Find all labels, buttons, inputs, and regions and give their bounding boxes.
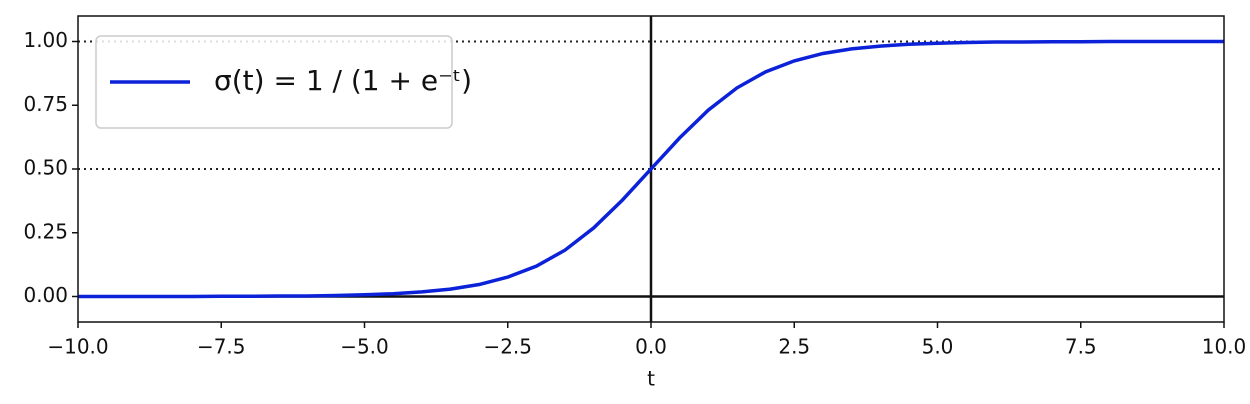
x-axis-label: t — [647, 367, 655, 391]
x-tick-label: 2.5 — [778, 335, 810, 359]
x-tick-label: −10.0 — [47, 335, 108, 359]
x-tick-label: 7.5 — [1065, 335, 1097, 359]
x-tick-label: −7.5 — [197, 335, 246, 359]
y-tick-label: 0.25 — [23, 219, 68, 243]
x-tick-label: −2.5 — [483, 335, 532, 359]
x-tick-label: 10.0 — [1202, 335, 1247, 359]
y-tick-label: 0.00 — [23, 283, 68, 307]
line-series — [78, 39, 1224, 299]
x-tick-label: −5.0 — [340, 335, 389, 359]
y-tick-label: 0.50 — [23, 156, 68, 180]
plot-frame — [77, 15, 1225, 323]
y-tick-label: 0.75 — [23, 92, 68, 116]
legend-box — [95, 35, 453, 129]
y-tick-label: 1.00 — [23, 28, 68, 52]
legend-label: σ(t) = 1 / (1 + e⁻ᵗ) — [214, 64, 472, 97]
x-tick-label: 5.0 — [922, 335, 954, 359]
x-tick-label: 0.0 — [635, 335, 667, 359]
